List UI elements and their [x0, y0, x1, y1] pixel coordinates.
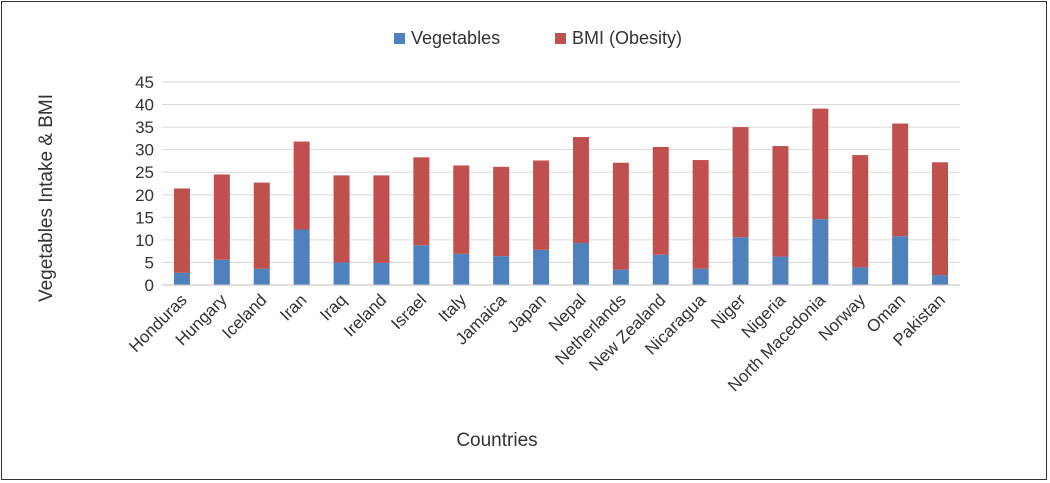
bar-bmi-obesity [732, 127, 749, 238]
y-axis-title: Vegetables Intake & BMI [36, 94, 57, 302]
y-tick-label: 40 [135, 96, 154, 115]
legend: Vegetables BMI (Obesity) [394, 28, 682, 48]
bar-vegetables [293, 229, 310, 285]
y-axis-ticks: 0 5 10 15 20 25 30 35 40 45 [135, 73, 154, 295]
bar-vegetables [932, 275, 949, 285]
bar-vegetables [852, 267, 869, 285]
bar-bmi-obesity [533, 160, 550, 250]
bar-vegetables [333, 262, 350, 285]
y-tick-label: 35 [135, 118, 154, 137]
gridlines [162, 81, 960, 263]
bar-vegetables [213, 259, 230, 285]
x-tick-label: Iceland [218, 290, 270, 342]
bar-bmi-obesity [572, 137, 589, 244]
bar-vegetables [493, 256, 510, 285]
legend-swatch [394, 33, 405, 44]
y-tick-label: 45 [135, 73, 154, 92]
bars [173, 108, 949, 285]
bar-vegetables [173, 272, 190, 285]
y-tick-label: 5 [145, 253, 154, 272]
bar-vegetables [772, 256, 789, 285]
bar-vegetables [732, 237, 749, 285]
bar-vegetables [533, 249, 550, 285]
y-tick-label: 15 [135, 208, 154, 227]
bar-bmi-obesity [213, 174, 230, 260]
x-tick-label: Iraq [316, 290, 350, 324]
bar-bmi-obesity [373, 175, 390, 263]
bar-bmi-obesity [173, 188, 190, 273]
x-tick-label: Japan [504, 290, 550, 336]
y-tick-label: 25 [135, 163, 154, 182]
bar-bmi-obesity [493, 166, 510, 257]
bar-vegetables [453, 253, 470, 285]
bar-bmi-obesity [413, 157, 430, 246]
y-tick-label: 0 [145, 276, 154, 295]
bar-vegetables [892, 236, 909, 285]
y-tick-label: 10 [135, 231, 154, 250]
bar-bmi-obesity [932, 162, 949, 276]
bar-bmi-obesity [612, 162, 629, 270]
bar-vegetables [572, 243, 589, 285]
bar-bmi-obesity [253, 182, 270, 269]
x-tick-label: Israel [387, 290, 430, 333]
bar-vegetables [652, 254, 669, 285]
bar-bmi-obesity [453, 165, 470, 254]
bar-vegetables [413, 245, 430, 285]
bar-bmi-obesity [652, 146, 669, 255]
bar-vegetables [812, 219, 829, 285]
bar-bmi-obesity [692, 160, 709, 269]
y-tick-label: 30 [135, 141, 154, 160]
bar-vegetables [373, 262, 390, 285]
bar-bmi-obesity [293, 141, 310, 230]
bar-bmi-obesity [892, 123, 909, 237]
bar-vegetables [692, 268, 709, 285]
legend-swatch [555, 33, 566, 44]
x-tick-label: Ireland [340, 290, 390, 340]
x-axis-title: Countries [456, 430, 537, 451]
legend-label: BMI (Obesity) [572, 28, 682, 48]
y-tick-label: 20 [135, 186, 154, 205]
x-tick-label: Iran [276, 290, 310, 324]
bar-bmi-obesity [852, 155, 869, 268]
bar-vegetables [612, 269, 629, 285]
bar-vegetables [253, 268, 270, 285]
bar-bmi-obesity [333, 175, 350, 263]
legend-label: Vegetables [411, 28, 500, 48]
bar-bmi-obesity [812, 108, 829, 220]
bar-bmi-obesity [772, 146, 789, 257]
